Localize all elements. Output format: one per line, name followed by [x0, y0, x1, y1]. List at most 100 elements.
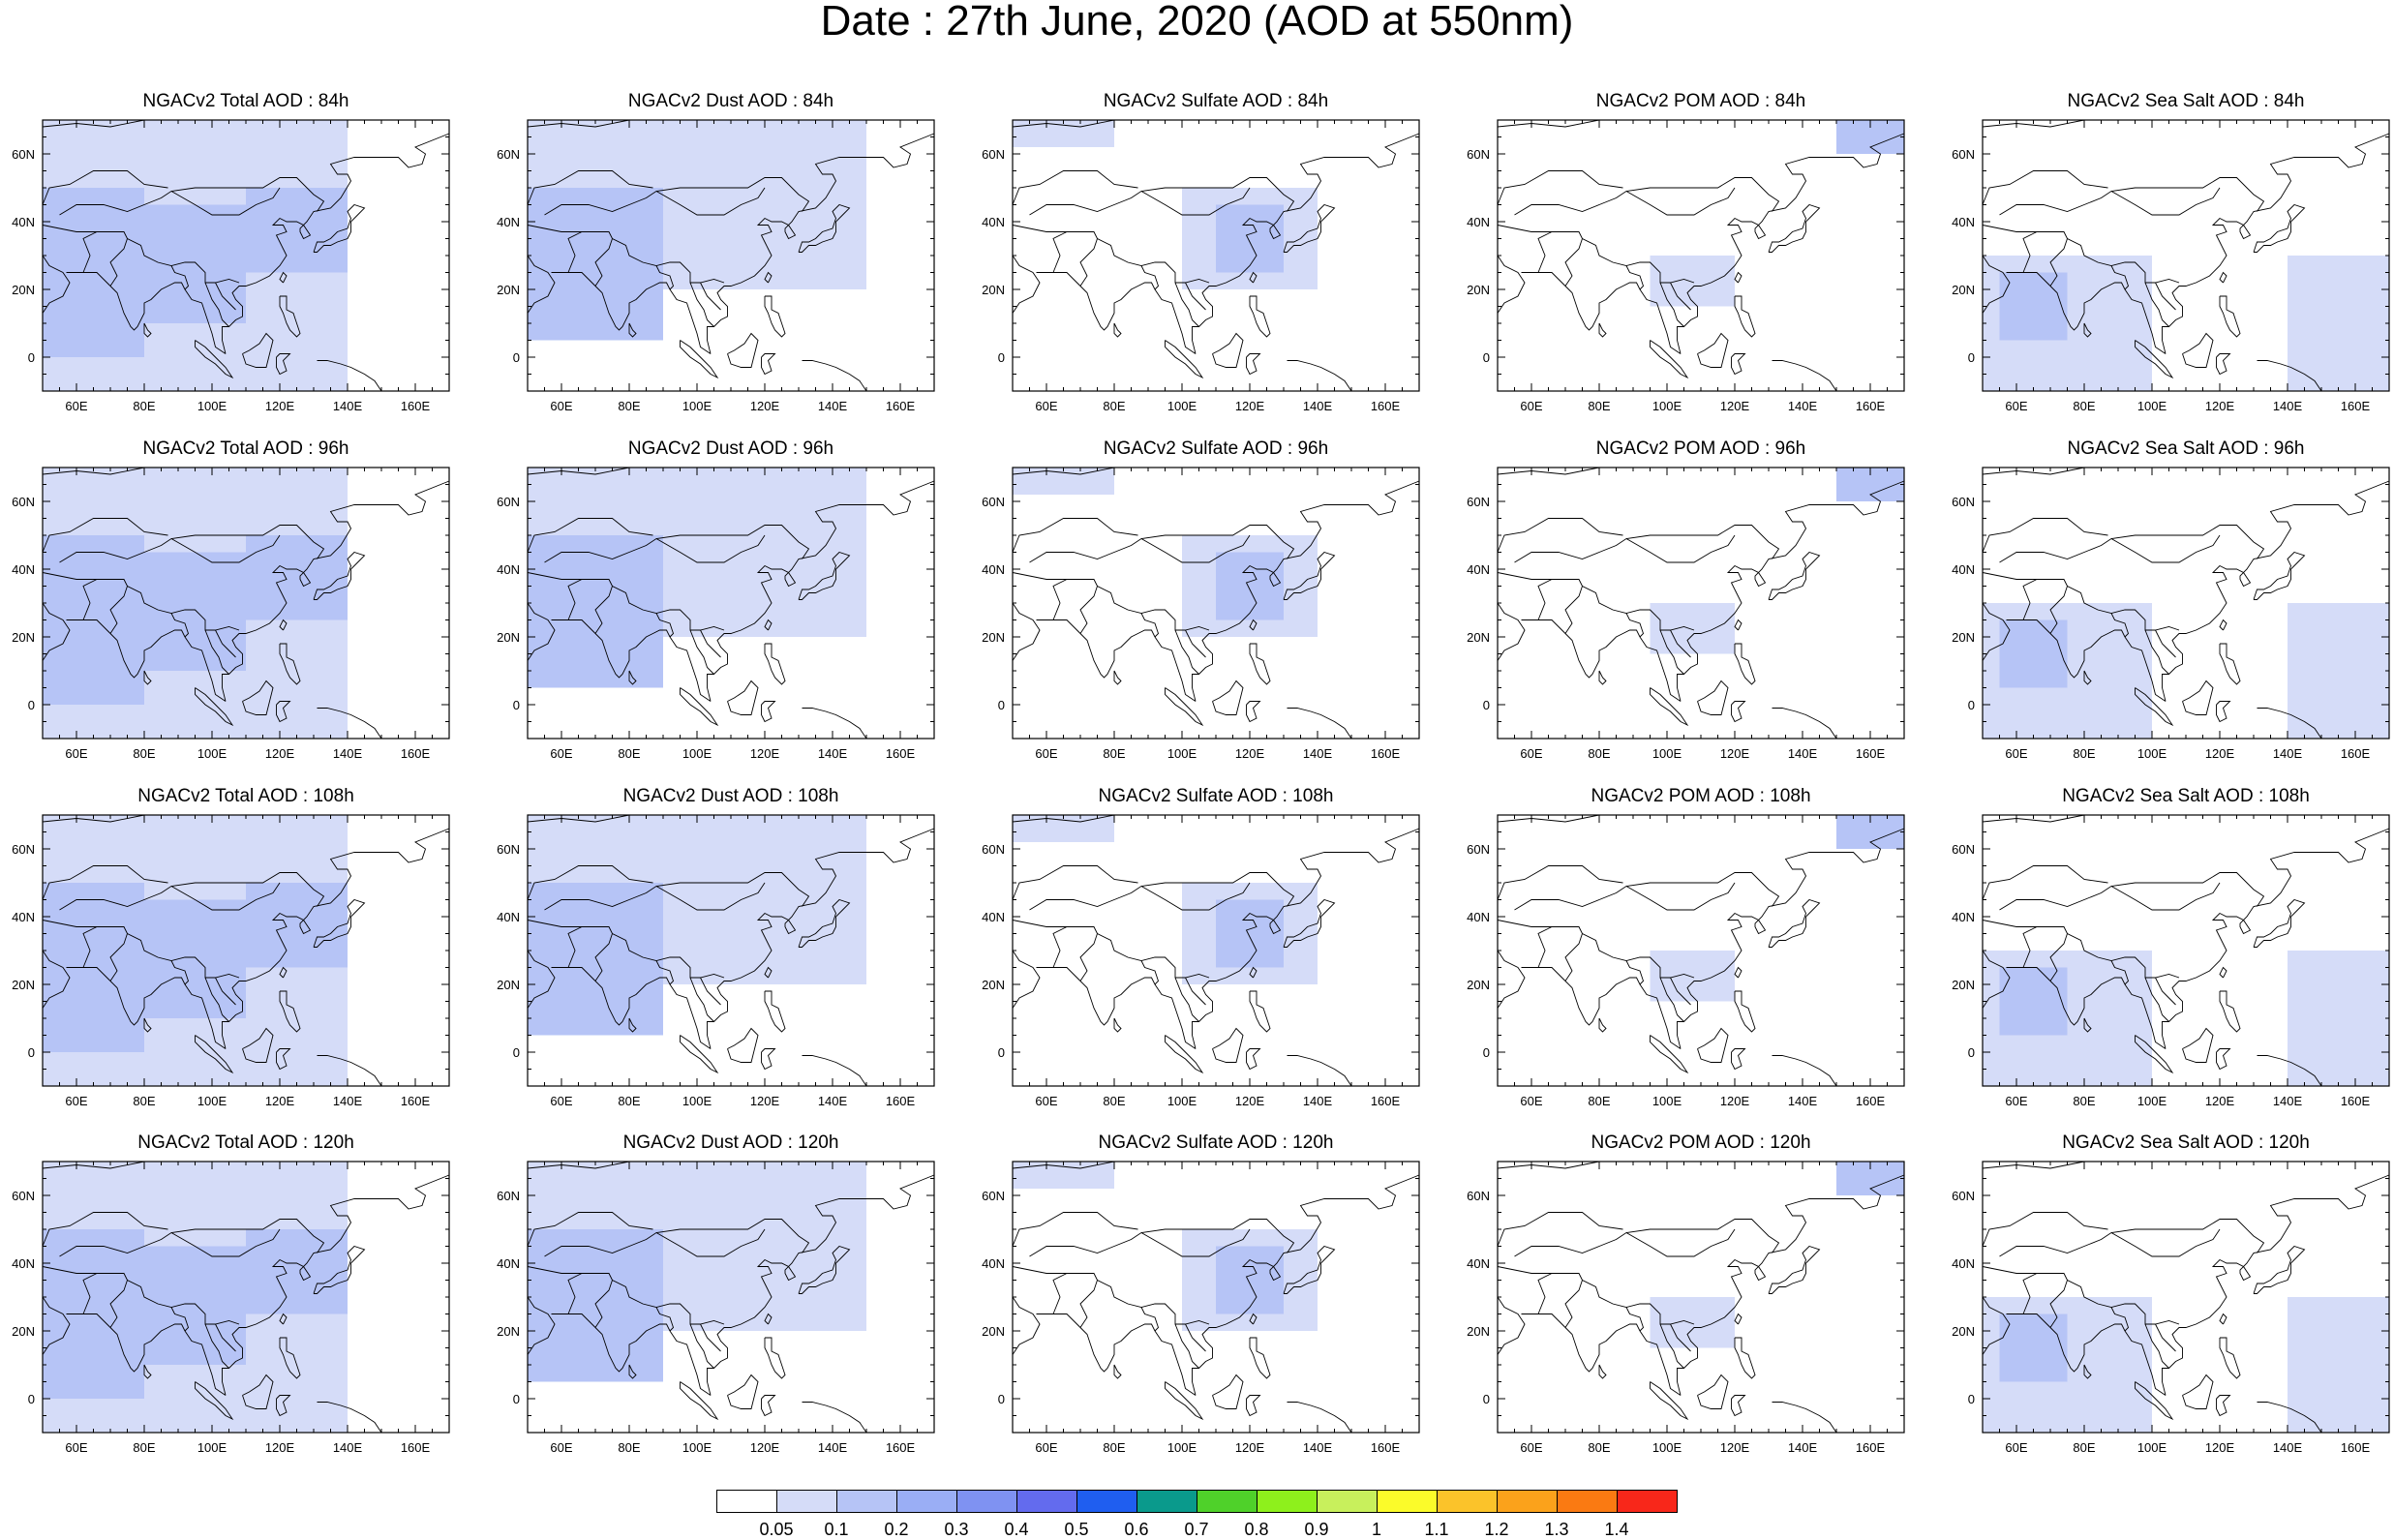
aod-field-region — [2288, 603, 2389, 739]
lat-tick-label: 0 — [28, 698, 35, 712]
colorbar-label: 0.5 — [1064, 1520, 1089, 1539]
coastline — [1497, 1212, 1623, 1247]
coastline — [1677, 1174, 1905, 1396]
coastline — [1772, 1402, 1837, 1434]
coastline — [82, 231, 98, 273]
coastline — [798, 203, 851, 253]
coastline — [1249, 1313, 1258, 1325]
coastline — [2135, 1035, 2174, 1074]
coastline — [222, 480, 450, 702]
coastline — [1768, 551, 1821, 600]
coastline — [195, 1381, 234, 1421]
coastline — [170, 613, 190, 638]
coastline — [2022, 579, 2038, 620]
coastline — [700, 1323, 721, 1352]
coastline — [195, 687, 234, 727]
lon-tick-label: 100E — [1167, 399, 1197, 413]
coastline — [1670, 282, 1691, 311]
coastline — [727, 1027, 759, 1063]
map-plot: 60E 80E 100E 120E 140E 160E 60N 40N 20N 0 — [1952, 119, 2390, 413]
colorbar-swatch — [1497, 1490, 1558, 1513]
lon-tick-label: 60E — [1035, 746, 1057, 761]
coastline — [170, 882, 281, 911]
map-panel: NGACv2 Sulfate AOD : 84h 60E 80E 100E 120E 14… — [982, 91, 1420, 413]
coastline — [527, 1266, 725, 1325]
coastline — [1734, 295, 1756, 338]
lon-tick-label: 160E — [886, 746, 916, 761]
map-plot: 60E 80E 100E 120E 140E 160E 60N 40N 20N 0 — [12, 814, 450, 1108]
lon-tick-label: 160E — [1856, 1440, 1886, 1455]
coastline — [42, 920, 240, 979]
coastline — [1497, 920, 1695, 979]
coastline — [628, 322, 637, 338]
lat-tick-label: 20N — [982, 283, 1005, 297]
lon-tick-label: 120E — [1235, 1440, 1265, 1455]
coastline — [2219, 295, 2241, 338]
colorbar-label: 0.2 — [884, 1520, 909, 1539]
coastline — [222, 828, 450, 1049]
aod-field-region — [1999, 967, 2068, 1036]
colorbar-swatch — [1016, 1490, 1077, 1513]
lon-tick-label: 120E — [1235, 399, 1265, 413]
lon-tick-label: 160E — [1856, 399, 1886, 413]
colorbar-swatch — [1257, 1490, 1318, 1513]
lon-tick-label: 120E — [750, 1440, 780, 1455]
aod-field-region — [144, 552, 246, 671]
coastline — [1052, 1273, 1068, 1314]
map-panel: NGACv2 Dust AOD : 84h 60E 80E 100E 120E 140E 1… — [497, 91, 935, 413]
coastline — [1521, 272, 1682, 354]
coastline — [1625, 960, 1645, 985]
map-plot: 60E 80E 100E 120E 140E 160E 60N 40N 20N 0 — [1952, 467, 2390, 761]
coastline — [1772, 708, 1837, 740]
coastline — [1113, 1017, 1122, 1033]
coastline — [1982, 518, 2108, 553]
coastline — [1659, 282, 1684, 327]
coastline — [700, 629, 721, 658]
coastline — [1029, 177, 1295, 216]
coastline — [1650, 687, 1689, 727]
coastline — [42, 170, 168, 205]
coastline — [1598, 670, 1607, 685]
lat-tick-label: 20N — [1467, 978, 1490, 992]
coastline — [1052, 231, 1068, 273]
coastline — [527, 865, 653, 900]
coastline — [2219, 643, 2241, 685]
lon-tick-label: 80E — [2073, 1094, 2095, 1108]
coastline — [204, 1323, 229, 1369]
coastline — [2219, 619, 2227, 631]
lon-tick-label: 100E — [2137, 1440, 2167, 1455]
coastline — [143, 322, 152, 338]
lon-tick-label: 140E — [2273, 399, 2303, 413]
panel-title: NGACv2 Sea Salt AOD : 84h — [2067, 91, 2305, 111]
coastline — [279, 271, 288, 284]
coastline — [1174, 282, 1199, 327]
coastline — [628, 1017, 637, 1033]
lat-tick-label: 20N — [982, 978, 1005, 992]
coastline — [1514, 525, 1780, 563]
coastline — [707, 828, 935, 1049]
aod-field-region — [246, 1229, 348, 1314]
coastline — [727, 1374, 759, 1409]
lon-tick-label: 60E — [1520, 1094, 1542, 1108]
coastline — [1012, 518, 1138, 553]
lat-tick-label: 20N — [1952, 978, 1975, 992]
coastline — [1625, 1307, 1645, 1332]
coastline — [527, 920, 725, 979]
lon-tick-label: 140E — [2273, 1094, 2303, 1108]
coastline — [1598, 1364, 1607, 1379]
lat-tick-label: 40N — [1467, 910, 1490, 924]
panel-title: NGACv2 POM AOD : 96h — [1595, 438, 1806, 459]
coastline — [42, 572, 240, 631]
coastline — [551, 272, 712, 354]
coastline — [2216, 701, 2231, 723]
coastline — [1659, 629, 1684, 675]
coastline — [1734, 1313, 1742, 1325]
coastline — [1734, 643, 1756, 685]
lat-tick-label: 20N — [497, 283, 520, 297]
lon-tick-label: 160E — [401, 746, 431, 761]
coastline — [2006, 1314, 2167, 1396]
coastline — [527, 1296, 556, 1355]
map-panel: NGACv2 Sulfate AOD : 120h 60E 80E 100E 120E 1… — [982, 1132, 1420, 1455]
coastline — [143, 670, 152, 685]
coastline — [707, 1174, 935, 1396]
